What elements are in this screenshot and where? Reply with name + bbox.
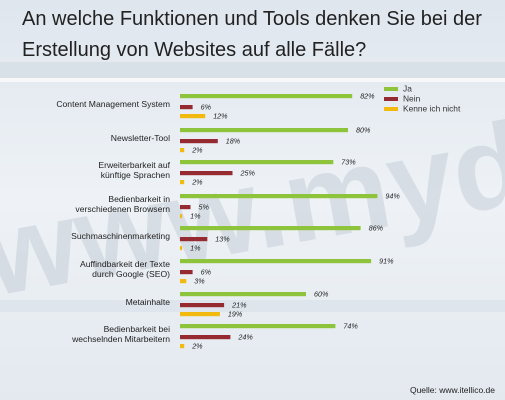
data-label: 1% xyxy=(190,212,201,221)
chart-title: An welche Funktionen und Tools denken Si… xyxy=(22,8,482,61)
data-label: 60% xyxy=(314,290,329,299)
category-label: Suchmaschinenmarketing xyxy=(71,231,170,241)
data-label: 1% xyxy=(190,244,201,253)
bar-ja xyxy=(180,160,334,165)
bar-ja xyxy=(180,128,348,133)
bar-kenne-ich-nicht xyxy=(180,148,185,153)
bar-nein xyxy=(180,171,233,176)
bar-nein xyxy=(180,270,193,275)
data-label: 91% xyxy=(379,257,394,266)
data-label: 82% xyxy=(360,92,375,101)
legend-swatch xyxy=(384,87,398,91)
legend-swatch xyxy=(384,107,398,111)
bar-nein xyxy=(180,335,231,340)
category-label: Bedienbarkeit in xyxy=(108,194,170,204)
legend-label: Ja xyxy=(403,84,412,94)
category-label: Erweiterbarkeit auf xyxy=(98,160,170,170)
data-label: 5% xyxy=(199,203,210,212)
data-label: 3% xyxy=(194,277,205,286)
bar-ja xyxy=(180,292,306,297)
data-label: 6% xyxy=(201,268,212,277)
bar-ja xyxy=(180,194,378,199)
category-label: wechselnden Mitarbeitern xyxy=(71,334,170,344)
data-label: 6% xyxy=(201,103,212,112)
legend-swatch xyxy=(384,97,398,101)
data-label: 13% xyxy=(215,235,230,244)
data-label: 25% xyxy=(240,169,256,178)
bar-kenne-ich-nicht xyxy=(180,312,220,317)
category-label: verschiedenen Browsern xyxy=(75,204,170,214)
category-label: Newsletter-Tool xyxy=(111,133,170,143)
source-note: Quelle: www.itellico.de xyxy=(409,385,495,395)
legend-label: Kenne ich nicht xyxy=(403,104,461,114)
bar-nein xyxy=(180,105,193,110)
bar-ja xyxy=(180,94,353,99)
category-label: Bedienbarkeit bei xyxy=(104,324,170,334)
data-label: 80% xyxy=(356,126,371,135)
bar-nein xyxy=(180,303,225,308)
data-label: 73% xyxy=(341,158,356,167)
category-label: durch Google (SEO) xyxy=(92,269,170,279)
data-label: 94% xyxy=(385,192,400,201)
bar-nein xyxy=(180,205,191,210)
legend-label: Nein xyxy=(403,94,421,104)
data-label: 19% xyxy=(228,310,243,319)
bar-kenne-ich-nicht xyxy=(180,279,187,284)
bar-ja xyxy=(180,226,361,231)
category-label: Auffindbarkeit der Texte xyxy=(80,259,170,269)
data-label: 18% xyxy=(226,137,241,146)
data-label: 2% xyxy=(191,178,203,187)
category-label: künftige Sprachen xyxy=(101,170,170,180)
data-label: 74% xyxy=(343,322,358,331)
data-label: 2% xyxy=(191,342,203,351)
data-label: 24% xyxy=(237,333,253,342)
bar-nein xyxy=(180,237,208,242)
bar-ja xyxy=(180,324,336,329)
bar-kenne-ich-nicht xyxy=(180,180,185,185)
data-label: 2% xyxy=(191,146,203,155)
bar-ja xyxy=(180,259,372,264)
category-label: Metainhalte xyxy=(126,297,171,307)
bar-kenne-ich-nicht xyxy=(180,344,185,349)
data-label: 12% xyxy=(213,112,228,121)
bar-nein xyxy=(180,139,218,144)
data-label: 86% xyxy=(369,224,384,233)
category-label: Content Management System xyxy=(56,99,170,109)
bar-kenne-ich-nicht xyxy=(180,246,183,251)
bar-kenne-ich-nicht xyxy=(180,214,183,219)
data-label: 21% xyxy=(231,301,247,310)
bar-kenne-ich-nicht xyxy=(180,114,206,119)
